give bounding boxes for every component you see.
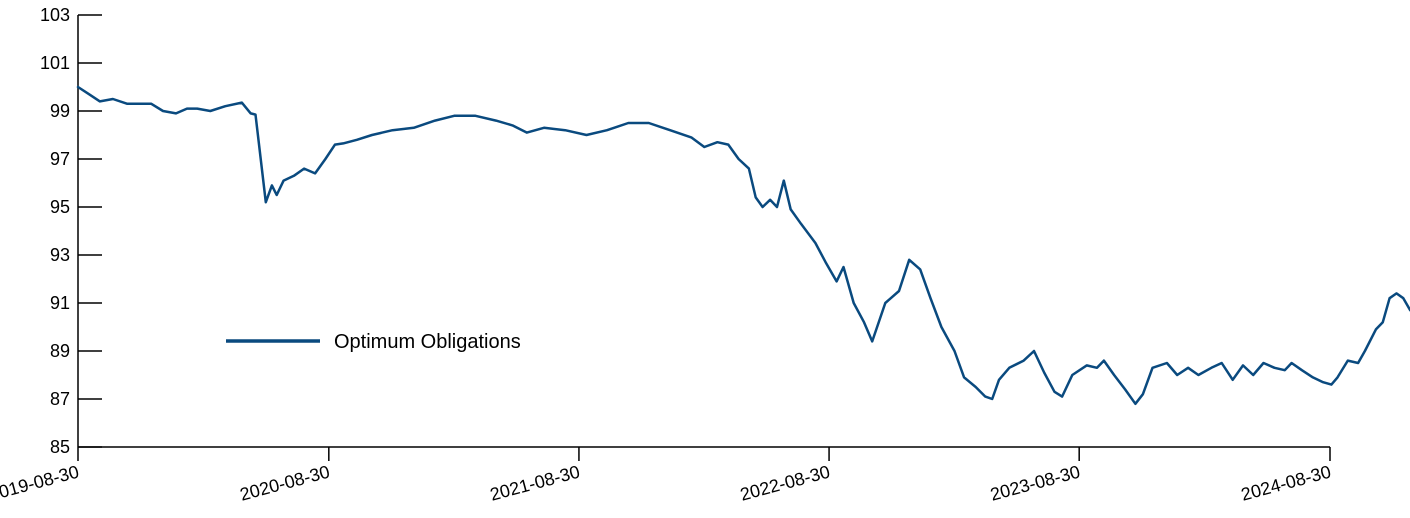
y-tick-label: 93 [50, 245, 70, 265]
legend: Optimum Obligations [226, 331, 521, 353]
y-tick-label: 101 [40, 53, 70, 73]
x-axis: 2019-08-30 2020-08-30 2021-08-30 2022-08-30… [0, 446, 1333, 505]
series-line-0 [76, 85, 1410, 406]
y-axis: 85 87 89 91 93 95 97 99 101 103 [40, 5, 102, 457]
y-tick-label: 97 [50, 149, 70, 169]
x-tick-label: 2019-08-30 [0, 462, 81, 505]
y-tick-label: 89 [50, 341, 70, 361]
x-tick-label: 2020-08-30 [238, 462, 332, 505]
series-layer [76, 85, 1410, 406]
y-tick-label: 91 [50, 293, 70, 313]
y-tick-label: 87 [50, 389, 70, 409]
x-tick-label: 2023-08-30 [988, 462, 1082, 505]
y-tick-label: 95 [50, 197, 70, 217]
x-tick-label: 2022-08-30 [738, 462, 832, 505]
legend-label: Optimum Obligations [334, 331, 521, 353]
y-tick-label: 99 [50, 101, 70, 121]
x-tick-label: 2024-08-30 [1239, 462, 1333, 505]
x-tick-label: 2021-08-30 [488, 462, 582, 505]
y-tick-label: 103 [40, 5, 70, 25]
y-tick-label: 85 [50, 437, 70, 457]
